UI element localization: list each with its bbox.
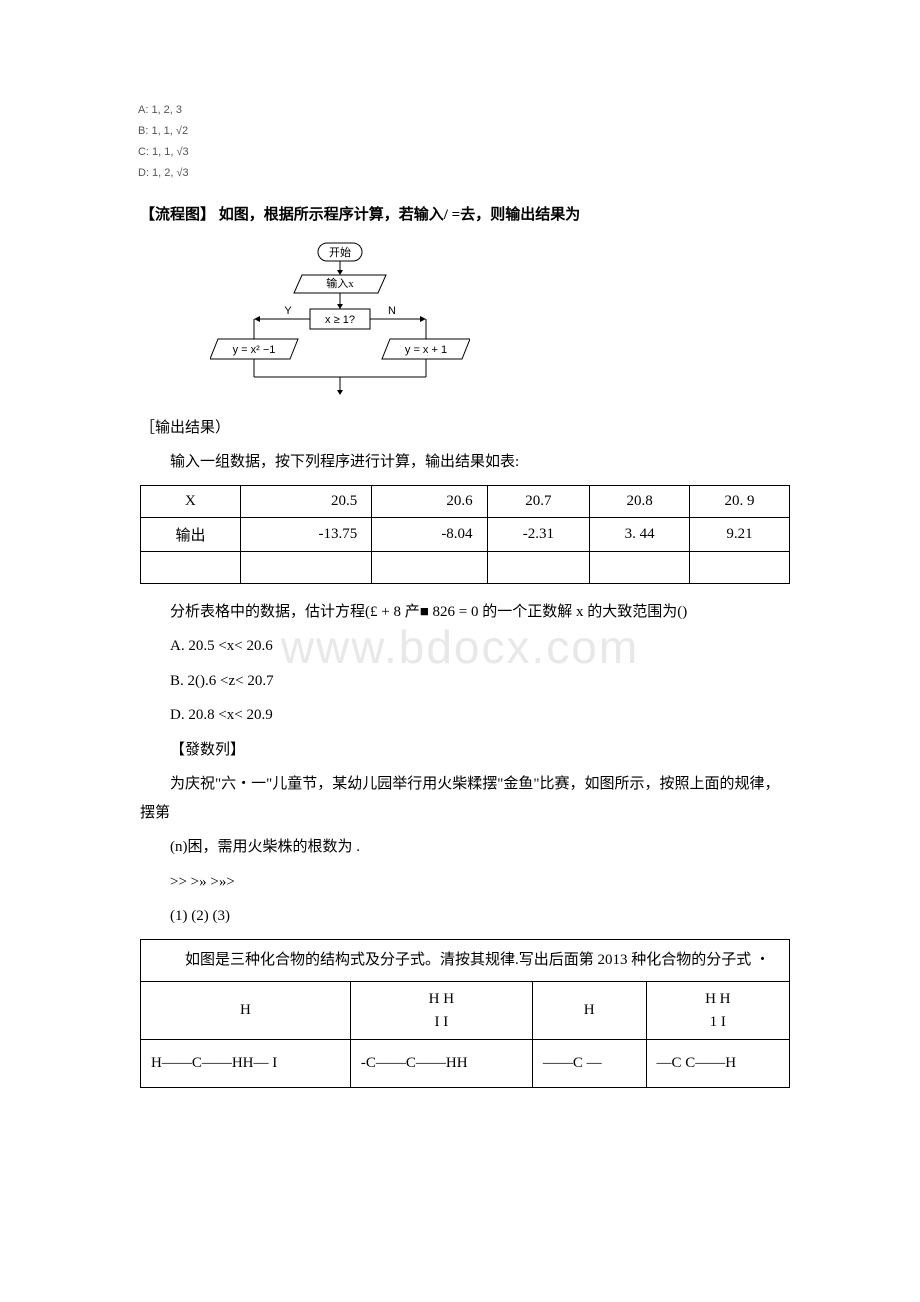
nums-line: (1) (2) (3) [140, 902, 790, 931]
table-row: 如图是三种化合物的结构式及分子式。清按其规律.写出后面第 2013 种化合物的分… [141, 939, 790, 982]
table-row: 输出 -13.75 -8.04 -2.31 3. 44 9.21 [141, 517, 790, 551]
chem-cell: -C——C——HH [350, 1040, 532, 1088]
mc-option-b: B. 2().6 <z< 20.7 [140, 667, 790, 696]
table-row: H H HI I H H H1 I [141, 982, 790, 1040]
flow-start-label: 开始 [329, 245, 351, 259]
io-data-table: X 20.5 20.6 20.7 20.8 20. 9 输出 -13.75 -8… [140, 485, 790, 584]
sequence-heading: 【發数列】 [140, 736, 790, 765]
cell: -8.04 [372, 517, 487, 551]
cell-header-out: 输出 [141, 517, 241, 551]
chem-cell: —C C——H [646, 1040, 789, 1088]
chem-cell: H [141, 982, 351, 1040]
chem-cell: H H1 I [646, 982, 789, 1040]
sequence-line2: (n)困，需用火柴株的根数为 . [140, 833, 790, 862]
flow-right-calc: y = x + 1 [405, 344, 447, 356]
flow-cond-label: x ≥ 1? [325, 314, 355, 326]
cell: 20.7 [487, 485, 590, 517]
flow-yes-label: Y [284, 305, 292, 317]
option-c: C: 1, 1, √3 [138, 142, 790, 163]
cell: -13.75 [240, 517, 371, 551]
arrows-line: >> >» >»> [140, 868, 790, 897]
cell: -2.31 [487, 517, 590, 551]
option-b: B: 1, 1, √2 [138, 121, 790, 142]
cell: 20. 9 [690, 485, 790, 517]
flowchart-diagram: 开始 输入x x ≥ 1? Y N y = x² −1 y = x + 1 [210, 239, 790, 404]
chem-intro-text: 如图是三种化合物的结构式及分子式。清按其规律.写出后面第 2013 种化合物的分… [185, 952, 770, 968]
chem-cell: H [532, 982, 646, 1040]
empty-cell [240, 551, 371, 583]
empty-cell [487, 551, 590, 583]
cell: 20.8 [590, 485, 690, 517]
mc-option-d: D. 20.8 <x< 20.9 [140, 701, 790, 730]
option-d: D: 1, 2, √3 [138, 163, 790, 184]
flow-no-label: N [388, 305, 396, 317]
flowchart-heading: 【流程图】 如图，根据所示程序计算，若输入/ =去，则输出结果为 [140, 202, 790, 229]
cell-header-x: X [141, 485, 241, 517]
flow-left-calc: y = x² −1 [233, 344, 276, 356]
cell: 20.5 [240, 485, 371, 517]
cell: 3. 44 [590, 517, 690, 551]
chem-cell: ——C — [532, 1040, 646, 1088]
empty-cell [690, 551, 790, 583]
table-row [141, 551, 790, 583]
option-a: A: 1, 2, 3 [138, 100, 790, 121]
cell: 20.6 [372, 485, 487, 517]
empty-cell [590, 551, 690, 583]
analysis-line: 分析表格中的数据，估计方程(£ + 8 产■ 826 = 0 的一个正数解 x … [140, 598, 790, 627]
table-row: H——C——HH— I -C——C——HH ——C — —C C——H [141, 1040, 790, 1088]
output-label-line: ［输出结果） [140, 414, 790, 443]
chem-cell: H——C——HH— I [141, 1040, 351, 1088]
answer-options: A: 1, 2, 3 B: 1, 1, √2 C: 1, 1, √3 D: 1,… [138, 100, 790, 184]
sequence-para: 为庆祝"六・一"儿童节，某幼儿园举行用火柴糅摆"金鱼"比赛，如图所示，按照上面的… [140, 770, 790, 827]
empty-cell [372, 551, 487, 583]
flow-input-label: 输入x [326, 276, 354, 290]
table-intro: 输入一组数据，按下列程序进行计算，输出结果如表: [140, 448, 790, 477]
chem-intro-cell: 如图是三种化合物的结构式及分子式。清按其规律.写出后面第 2013 种化合物的分… [141, 939, 790, 982]
chem-cell: H HI I [350, 982, 532, 1040]
empty-cell [141, 551, 241, 583]
cell: 9.21 [690, 517, 790, 551]
table-row: X 20.5 20.6 20.7 20.8 20. 9 [141, 485, 790, 517]
chemistry-table: 如图是三种化合物的结构式及分子式。清按其规律.写出后面第 2013 种化合物的分… [140, 939, 790, 1089]
mc-option-a: A. 20.5 <x< 20.6 [140, 632, 790, 661]
